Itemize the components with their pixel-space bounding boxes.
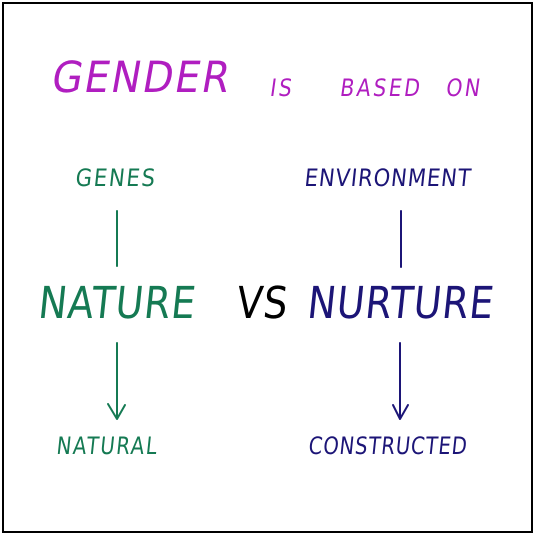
- label-genes: GENES: [74, 164, 159, 192]
- title-is: IS: [268, 74, 297, 102]
- label-environment: ENVIRONMENT: [303, 164, 474, 192]
- word-vs: VS: [234, 278, 292, 329]
- label-constructed: CONSTRUCTED: [307, 432, 470, 460]
- title-on: ON: [444, 74, 485, 102]
- word-nature: NATURE: [36, 278, 199, 329]
- title-based: BASED: [338, 74, 425, 102]
- word-nurture: NURTURE: [305, 278, 498, 329]
- title-gender: GENDER: [47, 53, 236, 103]
- label-natural: NATURAL: [55, 432, 161, 460]
